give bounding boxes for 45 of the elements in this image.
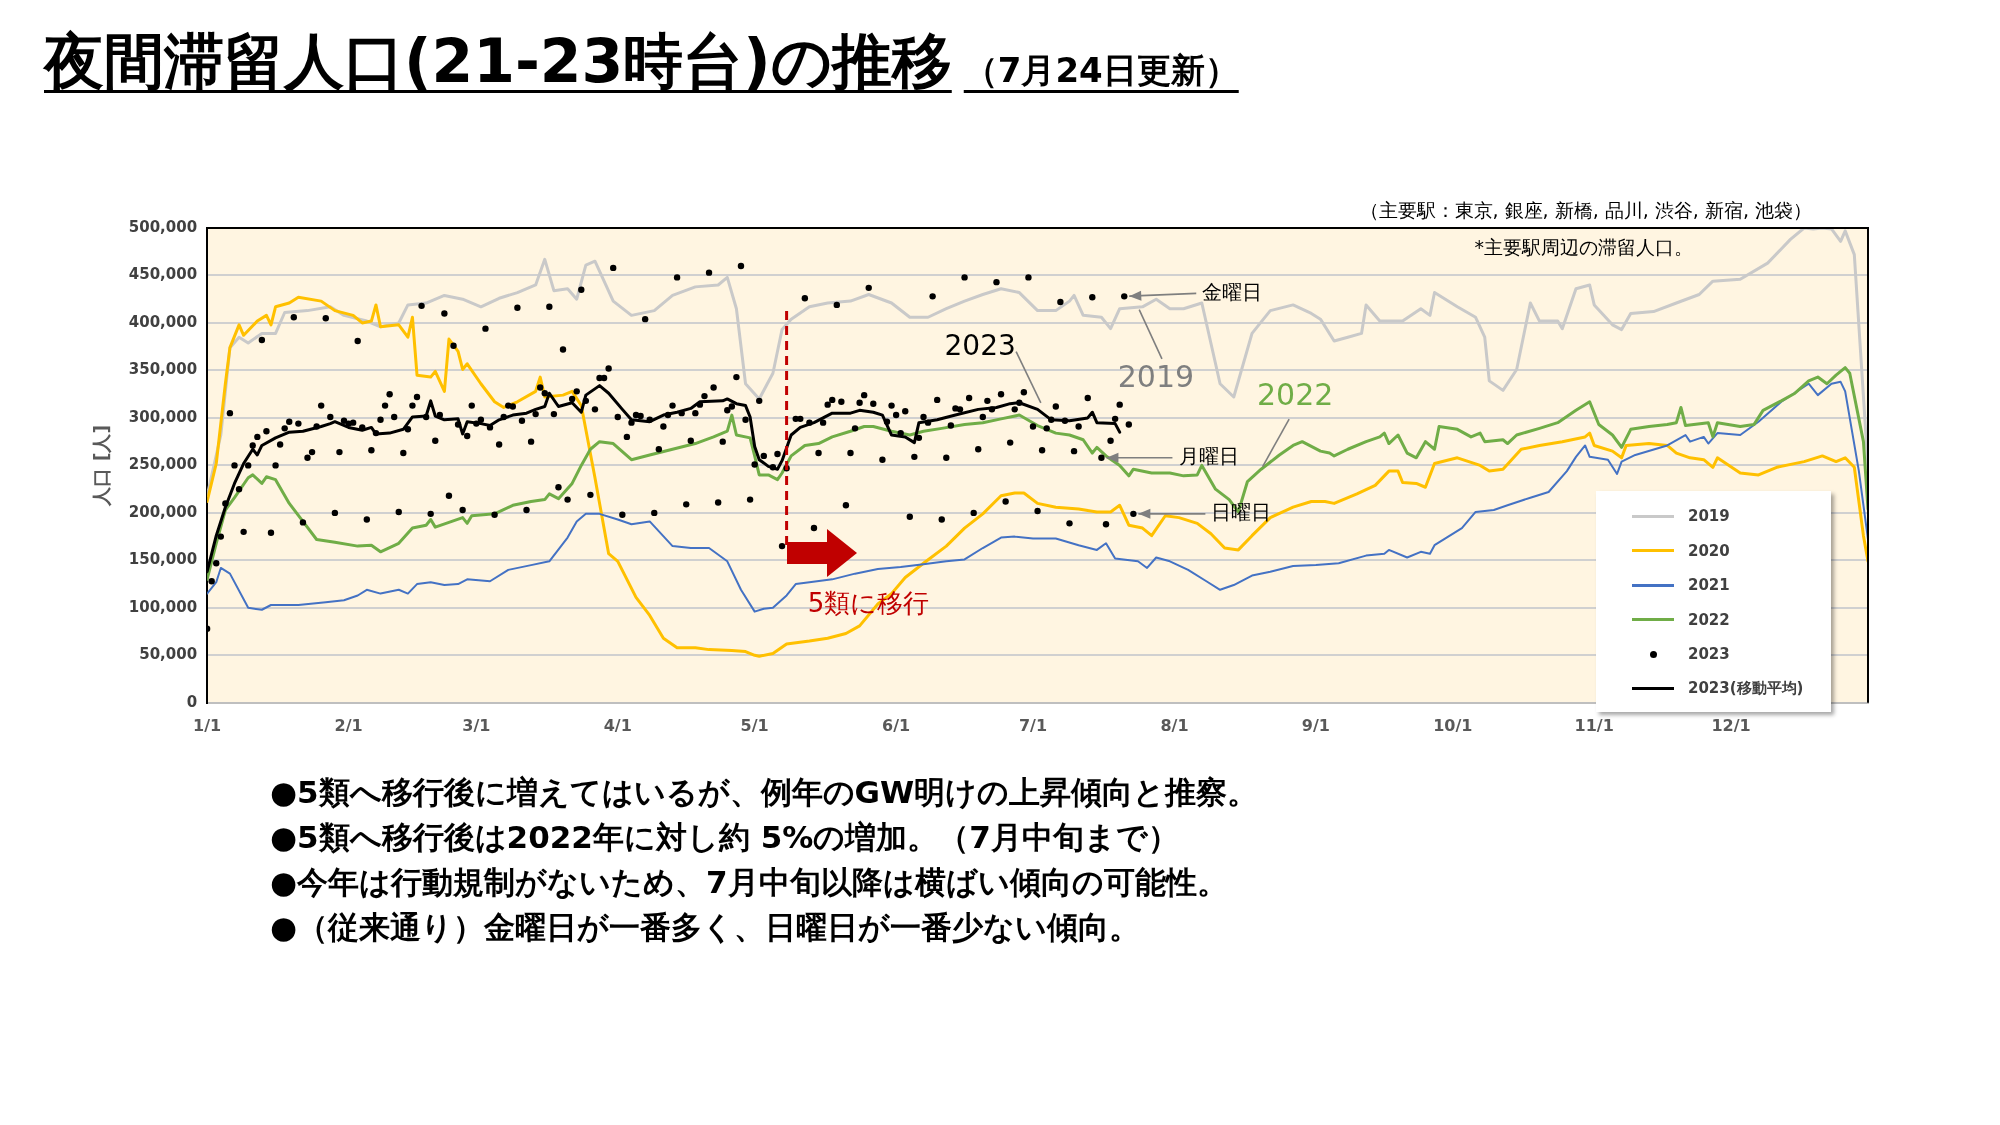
text: ●今年は行動規制がないため、7月中旬以降は横ばい傾向の可能性。 [270,863,1229,902]
y-tick-label: 300,000 [128,407,198,426]
chart-subtitle: （7月24日更新） [963,50,1239,90]
y-tick-label: 400,000 [128,312,198,331]
annotation: *主要駅周辺の滞留人口。 [1474,235,1693,258]
legend-label: 2022 [1688,610,1730,629]
x-tick-label: 1/1 [193,715,222,735]
x-tick-label: 4/1 [603,715,632,735]
x-tick-label: 9/1 [1301,715,1330,735]
annotation: 2019 [1117,358,1195,394]
legend-label: 2023 [1688,645,1730,664]
y-tick-label: 100,000 [128,597,198,616]
ref-line-label: 5類に移行 [807,587,930,618]
y-tick-label: 250,000 [128,455,198,474]
legend-label: 2019 [1688,507,1730,526]
x-tick-label: 8/1 [1160,715,1189,735]
annotation: 金曜日 [1202,279,1263,304]
legend-label: 2023(移動平均) [1688,679,1804,699]
legend-label: 2020 [1688,541,1730,560]
y-tick-label: 350,000 [128,360,198,379]
annotation: 月曜日 [1179,444,1240,469]
text: ●5類へ移行後に増えてはいるが、例年のGW明けの上昇傾向と推察。 [270,773,1259,812]
x-tick-label: 11/1 [1574,715,1614,735]
y-tick-label: 150,000 [128,550,198,569]
text: ●5類へ移行後は2022年に対し約 5%の増加。（7月中旬まで） [270,818,1180,857]
y-tick-label: 500,000 [128,217,198,236]
y-tick-label: 200,000 [128,502,198,521]
x-tick-label: 7/1 [1018,715,1048,735]
x-tick-label: 3/1 [462,715,491,735]
x-tick-label: 10/1 [1433,715,1473,735]
annotation: 2023 [944,328,1016,362]
y-tick-label: 450,000 [128,265,198,284]
x-tick-label: 12/1 [1711,715,1751,735]
text: （主要駅：東京, 銀座, 新橋, 品川, 渋谷, 新宿, 池袋） [1359,198,1812,221]
annotation: 2022 [1256,377,1334,412]
x-tick-label: 2/1 [334,715,363,735]
x-tick-label: 5/1 [740,715,769,735]
y-tick-label: 0 [186,692,198,711]
legend-label: 2021 [1688,576,1730,595]
chart-title: 夜間滞留人口(21-23時台)の推移 [44,26,952,96]
y-axis-title: 人口 [人] [90,424,113,507]
annotation: 日曜日 [1211,500,1272,525]
text: ●（従来通り）金曜日が一番多く、日曜日が一番少ない傾向。 [270,908,1142,947]
x-tick-label: 6/1 [882,715,911,735]
y-tick-label: 50,000 [139,645,198,664]
